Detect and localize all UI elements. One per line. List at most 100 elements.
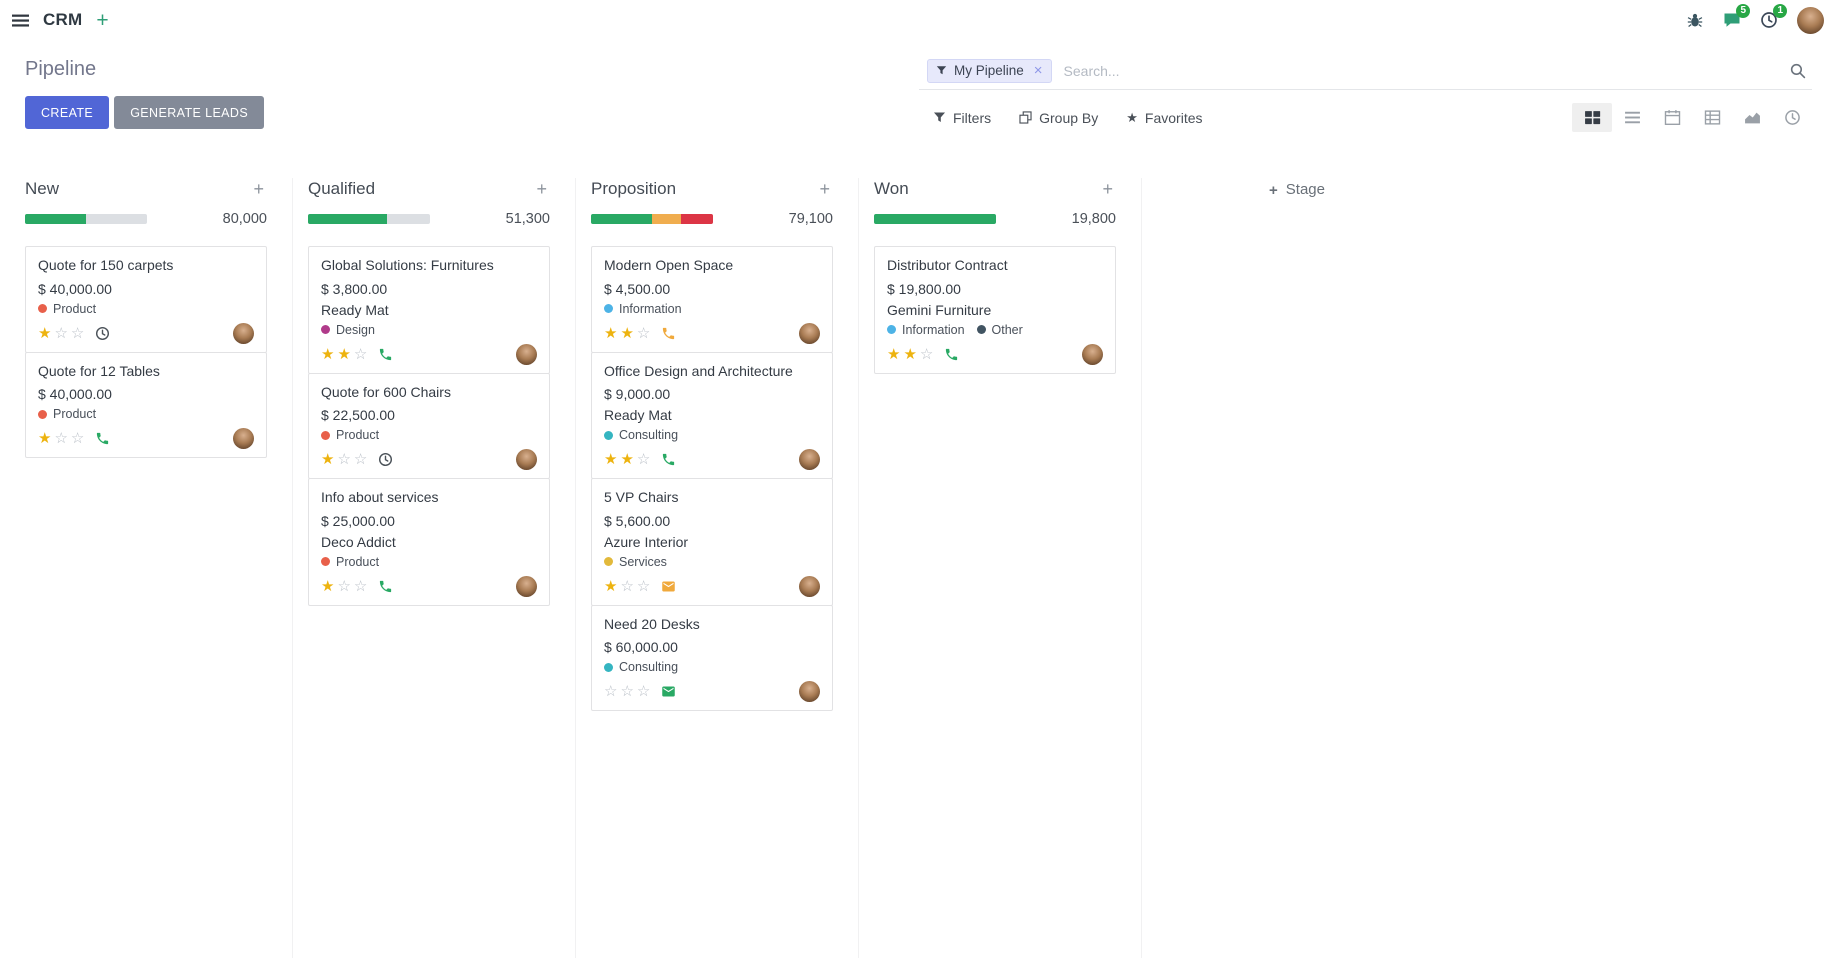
debug-bug-icon[interactable] (1686, 11, 1704, 29)
activity-phone-icon[interactable] (661, 326, 676, 341)
star-empty-icon[interactable]: ☆ (620, 577, 634, 595)
messages-icon[interactable]: 5 (1723, 4, 1750, 29)
star-empty-icon[interactable]: ☆ (919, 345, 934, 363)
column-progressbar[interactable] (308, 214, 430, 224)
filters-menu[interactable]: Filters (933, 110, 991, 126)
star-empty-icon[interactable]: ☆ (70, 324, 85, 342)
star-empty-icon[interactable]: ☆ (54, 430, 68, 447)
search-input[interactable] (1061, 61, 1789, 80)
menu-toggle-button[interactable] (12, 12, 29, 29)
star-empty-icon[interactable]: ☆ (353, 577, 368, 595)
star-empty-icon[interactable]: ☆ (70, 430, 85, 447)
avatar[interactable] (233, 428, 254, 449)
kanban-card[interactable]: Quote for 12 Tables $ 40,000.00 Product ★ ☆ ☆ (25, 351, 267, 458)
activity-phone-icon[interactable] (944, 347, 959, 362)
star-filled-icon[interactable]: ★ (620, 451, 634, 468)
star-empty-icon[interactable]: ☆ (353, 451, 368, 468)
star-empty-icon[interactable]: ☆ (337, 577, 351, 595)
activity-envelope-icon[interactable] (661, 684, 676, 699)
star-empty-icon[interactable]: ☆ (636, 577, 651, 595)
star-filled-icon[interactable]: ★ (321, 451, 335, 468)
add-stage-column[interactable]: + Stage (1157, 178, 1838, 202)
column-progressbar[interactable] (591, 214, 713, 224)
star-filled-icon[interactable]: ★ (321, 345, 335, 363)
progress-segment-yellow[interactable] (652, 214, 682, 224)
star-filled-icon[interactable]: ★ (38, 430, 52, 447)
avatar[interactable] (516, 449, 537, 470)
activity-clock-icon[interactable] (95, 326, 110, 341)
activity-phone-icon[interactable] (378, 347, 393, 362)
star-empty-icon[interactable]: ☆ (636, 451, 651, 468)
avatar[interactable] (516, 343, 537, 365)
navbar-plus-button[interactable]: + (96, 8, 109, 32)
star-filled-icon[interactable]: ★ (604, 451, 618, 468)
activity-phone-icon[interactable] (378, 579, 393, 594)
kanban-card[interactable]: Modern Open Space $ 4,500.00 Information ★ ★… (591, 246, 833, 353)
star-empty-icon[interactable]: ☆ (636, 324, 651, 342)
search-icon[interactable] (1789, 62, 1806, 79)
star-empty-icon[interactable]: ☆ (353, 345, 368, 363)
group-by-menu[interactable]: Group By (1019, 110, 1098, 126)
kanban-card[interactable]: Quote for 600 Chairs $ 22,500.00 Product ★ ☆… (308, 372, 550, 479)
star-empty-icon[interactable]: ☆ (337, 451, 351, 468)
avatar[interactable] (233, 322, 254, 344)
activity-clock-icon[interactable] (378, 452, 393, 467)
app-name[interactable]: CRM (43, 10, 83, 29)
progress-segment-green[interactable] (591, 214, 652, 224)
star-filled-icon[interactable]: ★ (620, 324, 634, 342)
activity-view-button[interactable] (1772, 103, 1812, 132)
graph-view-button[interactable] (1732, 103, 1772, 132)
list-view-button[interactable] (1612, 103, 1652, 132)
avatar[interactable] (516, 575, 537, 597)
progress-segment-green[interactable] (308, 214, 388, 224)
kanban-card[interactable]: Need 20 Desks $ 60,000.00 Consulting ☆ ☆ ☆ (591, 604, 833, 711)
kanban-card[interactable]: Office Design and Architecture $ 9,000.00… (591, 351, 833, 479)
progress-segment-green[interactable] (25, 214, 86, 224)
add-card-button[interactable]: + (253, 179, 264, 199)
star-empty-icon[interactable]: ☆ (636, 683, 651, 700)
pivot-view-button[interactable] (1692, 103, 1732, 132)
column-progressbar[interactable] (25, 214, 147, 224)
star-empty-icon[interactable]: ☆ (54, 324, 68, 342)
user-avatar[interactable] (1797, 6, 1824, 34)
star-filled-icon[interactable]: ★ (337, 345, 351, 363)
generate-leads-button[interactable]: GENERATE LEADS (114, 96, 265, 129)
star-filled-icon[interactable]: ★ (38, 324, 52, 342)
activities-clock-icon[interactable]: 1 (1760, 4, 1787, 29)
breadcrumb[interactable]: Pipeline (25, 58, 97, 80)
kanban-view-button[interactable] (1572, 103, 1612, 132)
add-card-button[interactable]: + (536, 179, 547, 199)
avatar[interactable] (799, 322, 820, 344)
star-filled-icon[interactable]: ★ (604, 577, 618, 595)
search-facet[interactable]: My Pipeline × (927, 58, 1052, 83)
avatar[interactable] (799, 681, 820, 702)
card-tag-list: Services (604, 555, 820, 569)
avatar[interactable] (799, 575, 820, 597)
kanban-card[interactable]: Distributor Contract $ 19,800.00 Gemini Fu… (874, 246, 1116, 374)
kanban-card[interactable]: Global Solutions: Furnitures $ 3,800.00 Re… (308, 246, 550, 374)
star-filled-icon[interactable]: ★ (887, 345, 901, 363)
kanban-card[interactable]: Quote for 150 carpets $ 40,000.00 Product ★… (25, 246, 267, 353)
calendar-view-button[interactable] (1652, 103, 1692, 132)
star-empty-icon[interactable]: ☆ (604, 683, 618, 700)
activity-phone-icon[interactable] (661, 452, 676, 467)
kanban-card[interactable]: Info about services $ 25,000.00 Deco Addic… (308, 478, 550, 606)
star-filled-icon[interactable]: ★ (604, 324, 618, 342)
activity-phone-icon[interactable] (95, 431, 110, 446)
avatar[interactable] (799, 449, 820, 470)
progress-segment-green[interactable] (874, 214, 996, 224)
favorites-menu[interactable]: ★ Favorites (1126, 110, 1202, 126)
star-filled-icon[interactable]: ★ (903, 345, 917, 363)
remove-facet-button[interactable]: × (1033, 61, 1043, 79)
create-button[interactable]: CREATE (25, 96, 110, 129)
add-card-button[interactable]: + (819, 179, 830, 199)
tag-color-dot (321, 325, 330, 334)
kanban-card[interactable]: 5 VP Chairs $ 5,600.00 Azure Interior Servi… (591, 478, 833, 606)
avatar[interactable] (1082, 343, 1103, 365)
star-empty-icon[interactable]: ☆ (620, 683, 634, 700)
progress-segment-red[interactable] (681, 214, 713, 224)
activity-envelope-icon[interactable] (661, 579, 676, 594)
star-filled-icon[interactable]: ★ (321, 577, 335, 595)
add-card-button[interactable]: + (1102, 179, 1113, 199)
column-progressbar[interactable] (874, 214, 996, 224)
